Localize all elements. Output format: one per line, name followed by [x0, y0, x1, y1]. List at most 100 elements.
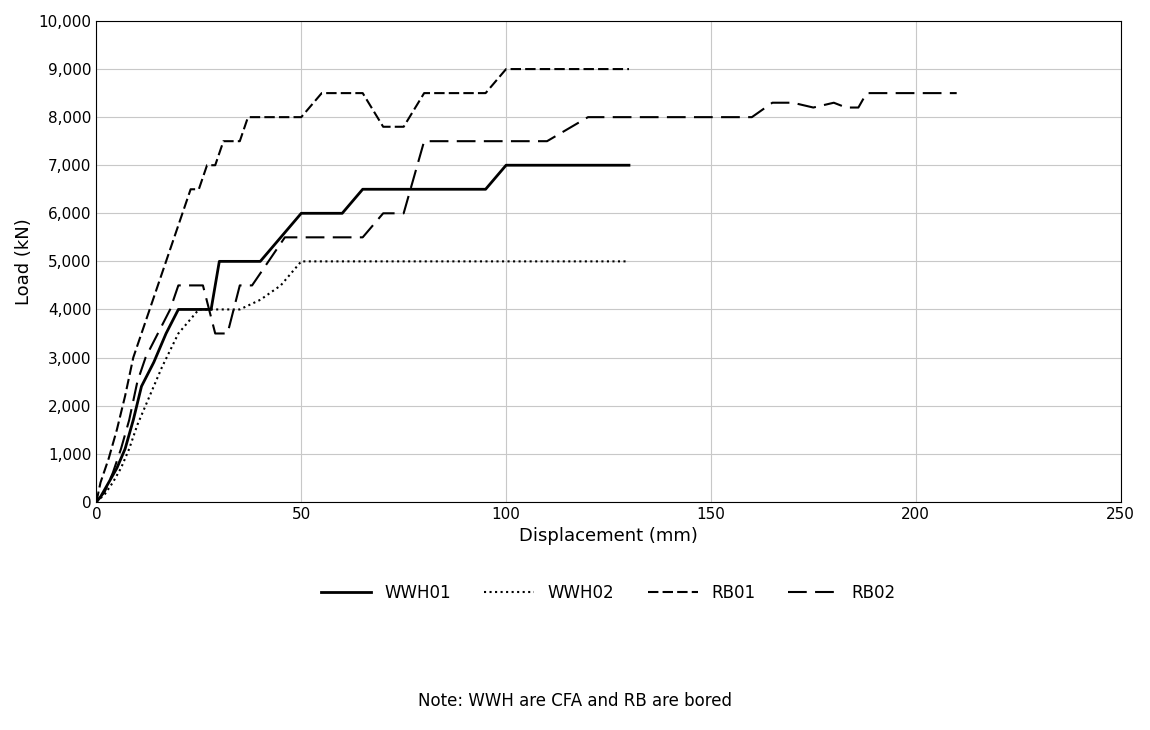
- WWH02: [122, 445, 136, 453]
- WWH02: [315, 257, 329, 266]
- RB02: [355, 233, 369, 242]
- RB02: [851, 103, 865, 112]
- RB02: [438, 137, 452, 145]
- Legend: WWH01, WWH02, RB01, RB02: WWH01, WWH02, RB01, RB02: [314, 577, 903, 609]
- RB02: [499, 137, 513, 145]
- WWH01: [253, 257, 267, 266]
- WWH02: [274, 281, 288, 290]
- RB02: [785, 99, 799, 107]
- RB02: [622, 112, 636, 121]
- RB01: [253, 112, 267, 121]
- WWH01: [93, 493, 107, 502]
- RB02: [827, 99, 841, 107]
- RB02: [163, 305, 177, 314]
- RB01: [315, 89, 329, 98]
- RB02: [806, 103, 820, 112]
- WWH02: [213, 305, 227, 314]
- RB02: [897, 89, 911, 98]
- WWH02: [336, 257, 350, 266]
- Line: RB02: RB02: [97, 93, 957, 502]
- WWH01: [417, 185, 431, 193]
- RB01: [90, 497, 104, 506]
- WWH02: [294, 257, 308, 266]
- WWH02: [130, 420, 144, 429]
- WWH01: [205, 305, 218, 314]
- RB02: [90, 497, 104, 506]
- WWH02: [106, 478, 120, 487]
- WWH02: [417, 257, 431, 266]
- WWH01: [458, 185, 472, 193]
- RB02: [233, 281, 247, 290]
- RB02: [261, 257, 275, 266]
- RB01: [242, 112, 255, 121]
- WWH02: [622, 257, 636, 266]
- RB02: [196, 281, 209, 290]
- RB01: [135, 329, 148, 338]
- WWH02: [90, 497, 104, 506]
- RB02: [458, 137, 472, 145]
- RB01: [540, 65, 554, 74]
- WWH01: [581, 161, 595, 169]
- RB02: [908, 89, 922, 98]
- RB02: [766, 99, 780, 107]
- WWH01: [102, 478, 116, 487]
- RB02: [278, 233, 292, 242]
- RB01: [458, 89, 472, 98]
- WWH01: [118, 445, 132, 453]
- WWH01: [237, 257, 251, 266]
- RB01: [168, 233, 182, 242]
- WWH01: [179, 305, 193, 314]
- WWH01: [90, 497, 104, 506]
- RB01: [520, 65, 534, 74]
- WWH01: [323, 209, 337, 218]
- RB01: [278, 112, 292, 121]
- Line: RB01: RB01: [97, 69, 629, 502]
- RB02: [937, 89, 951, 98]
- WWH01: [294, 209, 308, 218]
- RB01: [266, 112, 279, 121]
- WWH01: [376, 185, 390, 193]
- WWH02: [581, 257, 595, 266]
- RB02: [884, 89, 898, 98]
- WWH02: [114, 464, 128, 472]
- WWH02: [499, 257, 513, 266]
- WWH01: [192, 305, 206, 314]
- RB02: [478, 137, 492, 145]
- WWH01: [171, 305, 185, 314]
- WWH01: [478, 185, 492, 193]
- RB02: [106, 469, 120, 477]
- WWH02: [171, 329, 185, 338]
- WWH01: [355, 185, 369, 193]
- RB01: [143, 305, 156, 314]
- WWH01: [438, 185, 452, 193]
- RB02: [581, 112, 595, 121]
- RB02: [151, 329, 164, 338]
- WWH01: [397, 185, 411, 193]
- RB01: [184, 185, 198, 193]
- RB02: [139, 353, 153, 362]
- WWH01: [213, 257, 227, 266]
- WWH01: [499, 161, 513, 169]
- WWH01: [274, 233, 288, 242]
- RB01: [581, 65, 595, 74]
- WWH02: [155, 363, 169, 372]
- RB01: [151, 281, 164, 290]
- WWH01: [159, 329, 172, 338]
- WWH01: [520, 161, 534, 169]
- RB02: [704, 112, 718, 121]
- WWH02: [376, 257, 390, 266]
- WWH01: [135, 382, 148, 391]
- RB02: [130, 377, 144, 386]
- WWH02: [192, 305, 206, 314]
- RB02: [336, 233, 350, 242]
- Y-axis label: Load (kN): Load (kN): [15, 218, 33, 304]
- RB01: [208, 161, 222, 169]
- RB01: [478, 89, 492, 98]
- RB02: [315, 233, 329, 242]
- RB01: [200, 161, 214, 169]
- RB02: [245, 281, 259, 290]
- RB01: [294, 112, 308, 121]
- RB02: [122, 415, 136, 424]
- RB01: [93, 478, 107, 487]
- RB01: [126, 353, 140, 362]
